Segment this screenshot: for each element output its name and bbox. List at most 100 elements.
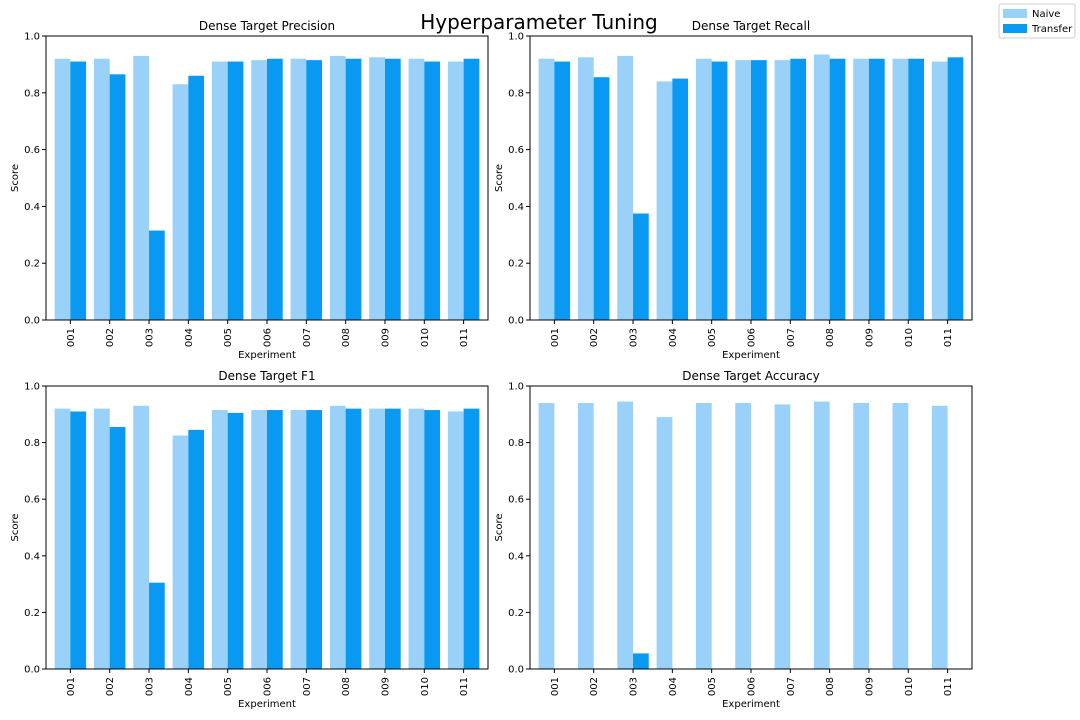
- x-tick-label: 008: [825, 677, 836, 696]
- bar-recall-transfer-008: [829, 58, 846, 320]
- x-tick-label: 006: [263, 328, 274, 347]
- x-tick-label: 010: [904, 328, 915, 347]
- bar-f1-naive-003: [133, 405, 150, 669]
- bar-f1-naive-006: [251, 410, 267, 669]
- y-tick-label: 0.8: [24, 438, 40, 449]
- x-tick-label: 005: [223, 328, 234, 347]
- bar-accuracy-transfer-003: [633, 653, 649, 669]
- y-tick-label: 1.0: [508, 32, 524, 43]
- x-tick-label: 003: [629, 328, 640, 347]
- bar-recall-transfer-005: [711, 61, 728, 321]
- bar-recall-naive-007: [774, 60, 791, 320]
- bar-f1-naive-004: [172, 435, 189, 669]
- x-tick-label: 007: [786, 677, 797, 696]
- bar-accuracy-naive-007: [774, 404, 791, 669]
- bar-recall-naive-005: [695, 58, 712, 320]
- legend-swatch-naive: [1003, 9, 1027, 18]
- bar-recall-naive-006: [735, 60, 751, 320]
- x-tick-label: 008: [341, 677, 352, 696]
- bar-precision-naive-002: [93, 58, 110, 320]
- y-tick-label: 0.8: [24, 88, 40, 99]
- x-tick-label: 011: [943, 677, 954, 696]
- y-tick-label: 0.2: [508, 608, 524, 619]
- bar-precision-transfer-004: [188, 75, 205, 320]
- bar-accuracy-naive-005: [695, 402, 712, 669]
- y-tick-label: 1.0: [24, 382, 40, 393]
- y-axis-label: Score: [494, 513, 505, 541]
- bar-f1-naive-001: [54, 408, 71, 669]
- bar-f1-naive-010: [408, 408, 425, 669]
- bar-precision-naive-011: [447, 61, 464, 321]
- chart-f1: 0.0 0.2 0.4 0.6 0.8 1.0 001 002 003 004 005 006 007 0…: [10, 369, 489, 710]
- x-tick-label: 006: [747, 328, 758, 347]
- y-tick-label: 0.2: [24, 608, 40, 619]
- x-tick-label: 009: [864, 328, 875, 347]
- x-tick-label: 004: [668, 677, 679, 696]
- y-tick-label: 0.6: [24, 495, 40, 506]
- x-tick-label: 004: [184, 328, 195, 347]
- bar-precision-transfer-001: [70, 61, 87, 321]
- chart-title: Dense Target Precision: [199, 19, 335, 33]
- y-tick-label: 0.0: [24, 316, 40, 327]
- x-tick-label: 008: [341, 328, 352, 347]
- bar-f1-naive-005: [211, 410, 228, 669]
- y-axis-label: Score: [494, 164, 505, 192]
- bar-f1-transfer-006: [267, 410, 283, 669]
- bar-precision-naive-009: [369, 57, 385, 321]
- bar-precision-naive-004: [172, 84, 189, 320]
- y-tick-label: 0.8: [508, 438, 524, 449]
- bar-precision-transfer-003: [149, 230, 165, 320]
- bar-accuracy-naive-001: [538, 402, 555, 669]
- bar-recall-naive-008: [813, 54, 830, 321]
- x-tick-label: 009: [864, 677, 875, 696]
- y-tick-label: 0.8: [508, 88, 524, 99]
- bar-accuracy-naive-011: [931, 405, 948, 669]
- chart-title: Dense Target Recall: [692, 19, 810, 33]
- x-axis-label: Experiment: [722, 350, 780, 361]
- bar-recall-naive-001: [538, 58, 555, 320]
- bar-recall-transfer-004: [672, 78, 689, 320]
- x-tick-label: 005: [707, 328, 718, 347]
- y-axis-label: Score: [10, 513, 21, 541]
- x-tick-label: 002: [105, 328, 116, 347]
- x-tick-label: 002: [589, 677, 600, 696]
- chart-recall: 0.0 0.2 0.4 0.6 0.8 1.0 001 002 003 004 005 006 007 0…: [494, 19, 973, 361]
- bar-recall-naive-009: [853, 58, 869, 320]
- x-tick-label: 010: [420, 677, 431, 696]
- x-tick-label: 008: [825, 328, 836, 347]
- bar-precision-transfer-008: [345, 58, 362, 320]
- bar-accuracy-naive-009: [853, 402, 869, 669]
- y-tick-label: 0.0: [508, 665, 524, 676]
- x-tick-label: 002: [589, 328, 600, 347]
- figure-title: Hyperparameter Tuning: [420, 10, 658, 34]
- x-tick-label: 011: [943, 328, 954, 347]
- x-tick-label: 005: [707, 677, 718, 696]
- bar-precision-transfer-010: [424, 61, 441, 321]
- bar-accuracy-naive-008: [813, 401, 830, 669]
- x-tick-label: 007: [302, 677, 313, 696]
- y-axis-label: Score: [10, 164, 21, 192]
- bar-recall-naive-004: [656, 81, 673, 320]
- x-axis-label: Experiment: [722, 699, 780, 710]
- y-tick-label: 0.4: [24, 202, 40, 213]
- x-tick-label: 011: [459, 328, 470, 347]
- legend-label-naive: Naive: [1032, 9, 1060, 20]
- bar-recall-transfer-006: [751, 60, 767, 320]
- chart-title: Dense Target F1: [218, 369, 315, 383]
- x-tick-label: 006: [747, 677, 758, 696]
- bar-accuracy-naive-002: [577, 402, 594, 669]
- bar-f1-transfer-002: [109, 427, 126, 669]
- bar-precision-naive-003: [133, 55, 150, 320]
- bar-f1-transfer-008: [345, 408, 362, 669]
- chart-panels: 0.0 0.2 0.4 0.6 0.8 1.0 001 002 003 004 005 006 007 0…: [10, 19, 973, 710]
- chart-accuracy: 0.0 0.2 0.4 0.6 0.8 1.0 001 002 003 004 005 006 007 0…: [494, 369, 973, 710]
- bar-f1-naive-008: [329, 405, 346, 669]
- bar-recall-naive-011: [931, 61, 948, 321]
- bar-recall-transfer-010: [908, 58, 925, 320]
- x-tick-label: 006: [263, 677, 274, 696]
- bar-recall-transfer-003: [633, 213, 649, 320]
- legend-label-transfer: Transfer: [1031, 24, 1073, 35]
- bar-precision-naive-007: [290, 58, 307, 320]
- bar-recall-transfer-011: [947, 57, 964, 321]
